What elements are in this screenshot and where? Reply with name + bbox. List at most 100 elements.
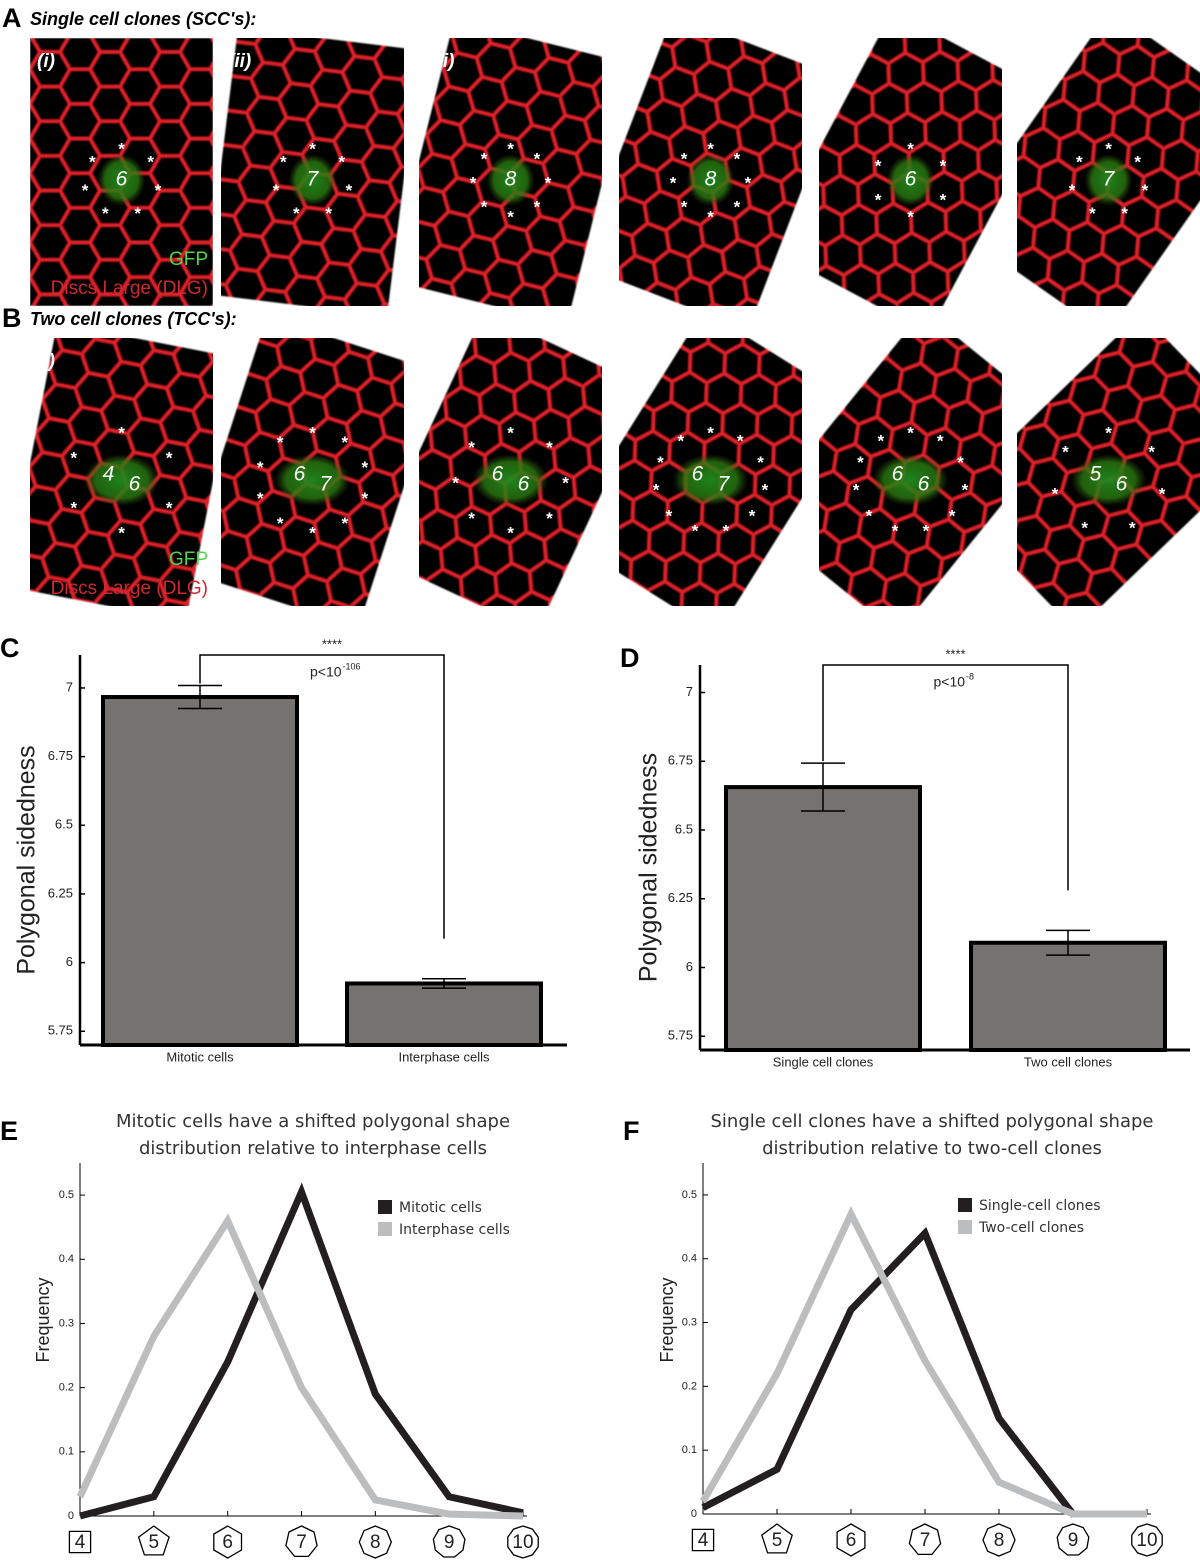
bar xyxy=(101,695,299,1047)
neighbor-marker: * xyxy=(507,140,514,159)
x-tick-label: Mitotic cells xyxy=(166,1049,234,1064)
panel-letter: F xyxy=(623,1116,640,1146)
neighbor-marker: * xyxy=(723,521,730,540)
shape-icon xyxy=(982,1523,1016,1557)
neighbor-marker: * xyxy=(134,204,141,223)
cell-sides: 7 xyxy=(718,473,731,496)
shape-icon xyxy=(507,1525,539,1559)
image-label: (i) xyxy=(37,51,55,72)
gfp-clone xyxy=(97,154,146,207)
neighbor-marker: * xyxy=(677,431,684,450)
neighbor-marker: * xyxy=(1159,485,1166,504)
neighbor-marker: * xyxy=(273,181,280,200)
micrograph xyxy=(419,38,602,306)
y-tick-label: 0.2 xyxy=(682,1380,697,1392)
y-tick-label: 6 xyxy=(686,959,693,974)
neighbor-marker: * xyxy=(1134,152,1141,171)
gfp-clone xyxy=(472,454,549,507)
neighbor-marker: * xyxy=(745,174,752,193)
neighbor-marker: * xyxy=(507,208,514,227)
micrograph-image xyxy=(819,38,1002,306)
line-series xyxy=(79,1182,524,1520)
cell-sides: 8 xyxy=(705,168,717,191)
micrograph xyxy=(1017,38,1200,306)
x-tick-label: 5 xyxy=(772,1530,783,1551)
y-tick-label: 0.5 xyxy=(59,1189,74,1201)
x-tick-label: 10 xyxy=(1136,1530,1157,1551)
x-tick-label: 9 xyxy=(1068,1530,1079,1551)
neighbor-marker: * xyxy=(452,474,459,493)
legend-swatch xyxy=(958,1220,972,1234)
bar xyxy=(724,785,922,1052)
cell-sides: 6 xyxy=(116,168,128,191)
neighbor-marker: * xyxy=(546,509,553,528)
shape-icon xyxy=(761,1523,793,1554)
shape-icon xyxy=(432,1525,466,1558)
micrograph xyxy=(30,38,213,306)
micrograph-image xyxy=(1017,38,1200,306)
legend-label: Two-cell clones xyxy=(978,1220,1084,1236)
x-tick-label: 8 xyxy=(994,1530,1005,1551)
neighbor-marker: * xyxy=(1081,519,1088,538)
cell-sides: 8 xyxy=(505,168,517,191)
neighbor-marker: * xyxy=(481,149,488,168)
line-series xyxy=(699,1206,1147,1518)
image-label: (vi) xyxy=(1024,51,1053,72)
x-tick-label: 9 xyxy=(444,1532,455,1553)
micrograph xyxy=(819,338,1002,606)
neighbor-marker: * xyxy=(962,481,969,500)
neighbor-marker: * xyxy=(937,431,944,450)
y-tick-label: 6 xyxy=(66,954,73,969)
panel-letter: E xyxy=(0,1116,18,1146)
y-axis-label: Polygonal sidedness xyxy=(635,753,663,982)
neighbor-marker: * xyxy=(1062,442,1069,461)
neighbor-marker: * xyxy=(468,509,475,528)
cell-sides: 6 xyxy=(905,168,917,191)
neighbor-marker: * xyxy=(749,506,756,525)
neighbor-marker: * xyxy=(907,140,914,159)
chart-title: distribution relative to two-cell clones xyxy=(762,1138,1102,1159)
neighbor-marker: * xyxy=(325,204,332,223)
cell-sides: 6 xyxy=(918,473,930,496)
image-label: (iii) xyxy=(426,51,455,72)
legend-swatch xyxy=(378,1200,392,1214)
neighbor-marker: * xyxy=(155,181,162,200)
gfp-clone xyxy=(886,154,935,207)
neighbor-marker: * xyxy=(949,506,956,525)
neighbor-marker: * xyxy=(1052,485,1059,504)
significance-bracket xyxy=(199,654,445,939)
y-tick-label: 5.75 xyxy=(668,1028,693,1043)
neighbor-marker: * xyxy=(1069,181,1076,200)
significance-stars: **** xyxy=(322,636,342,651)
y-tick-label: 5.75 xyxy=(48,1023,73,1038)
shape-icon xyxy=(836,1523,866,1557)
image-label: (iv) xyxy=(626,351,655,372)
micrograph xyxy=(619,338,802,606)
cell-sides: 6 xyxy=(294,463,306,486)
neighbor-marker: * xyxy=(853,481,860,500)
gfp-clone xyxy=(672,454,749,507)
neighbor-marker: * xyxy=(468,438,475,457)
x-tick-label: 10 xyxy=(512,1532,533,1553)
x-tick-label: 5 xyxy=(149,1532,160,1553)
neighbor-marker: * xyxy=(892,521,899,540)
neighbor-marker: * xyxy=(507,424,514,443)
image-label: (ii) xyxy=(228,351,251,372)
neighbor-marker: * xyxy=(707,424,714,443)
image-label: (vi) xyxy=(1024,351,1053,372)
micrograph-image xyxy=(1017,338,1200,606)
neighbor-marker: * xyxy=(670,174,677,193)
legend-label: Single-cell clones xyxy=(979,1198,1101,1214)
cell-sides: 6 xyxy=(1116,473,1128,496)
neighbor-marker: * xyxy=(866,506,873,525)
neighbor-marker: * xyxy=(89,152,96,171)
micrograph xyxy=(1017,338,1200,606)
image-label: (v) xyxy=(826,51,849,72)
cell-sides: 7 xyxy=(320,473,333,496)
gfp-clone xyxy=(83,454,160,507)
neighbor-marker: * xyxy=(940,157,947,176)
neighbor-marker: * xyxy=(309,424,316,443)
neighbor-marker: * xyxy=(166,499,173,518)
neighbor-marker: * xyxy=(923,521,930,540)
y-tick-label: 7 xyxy=(66,679,73,694)
